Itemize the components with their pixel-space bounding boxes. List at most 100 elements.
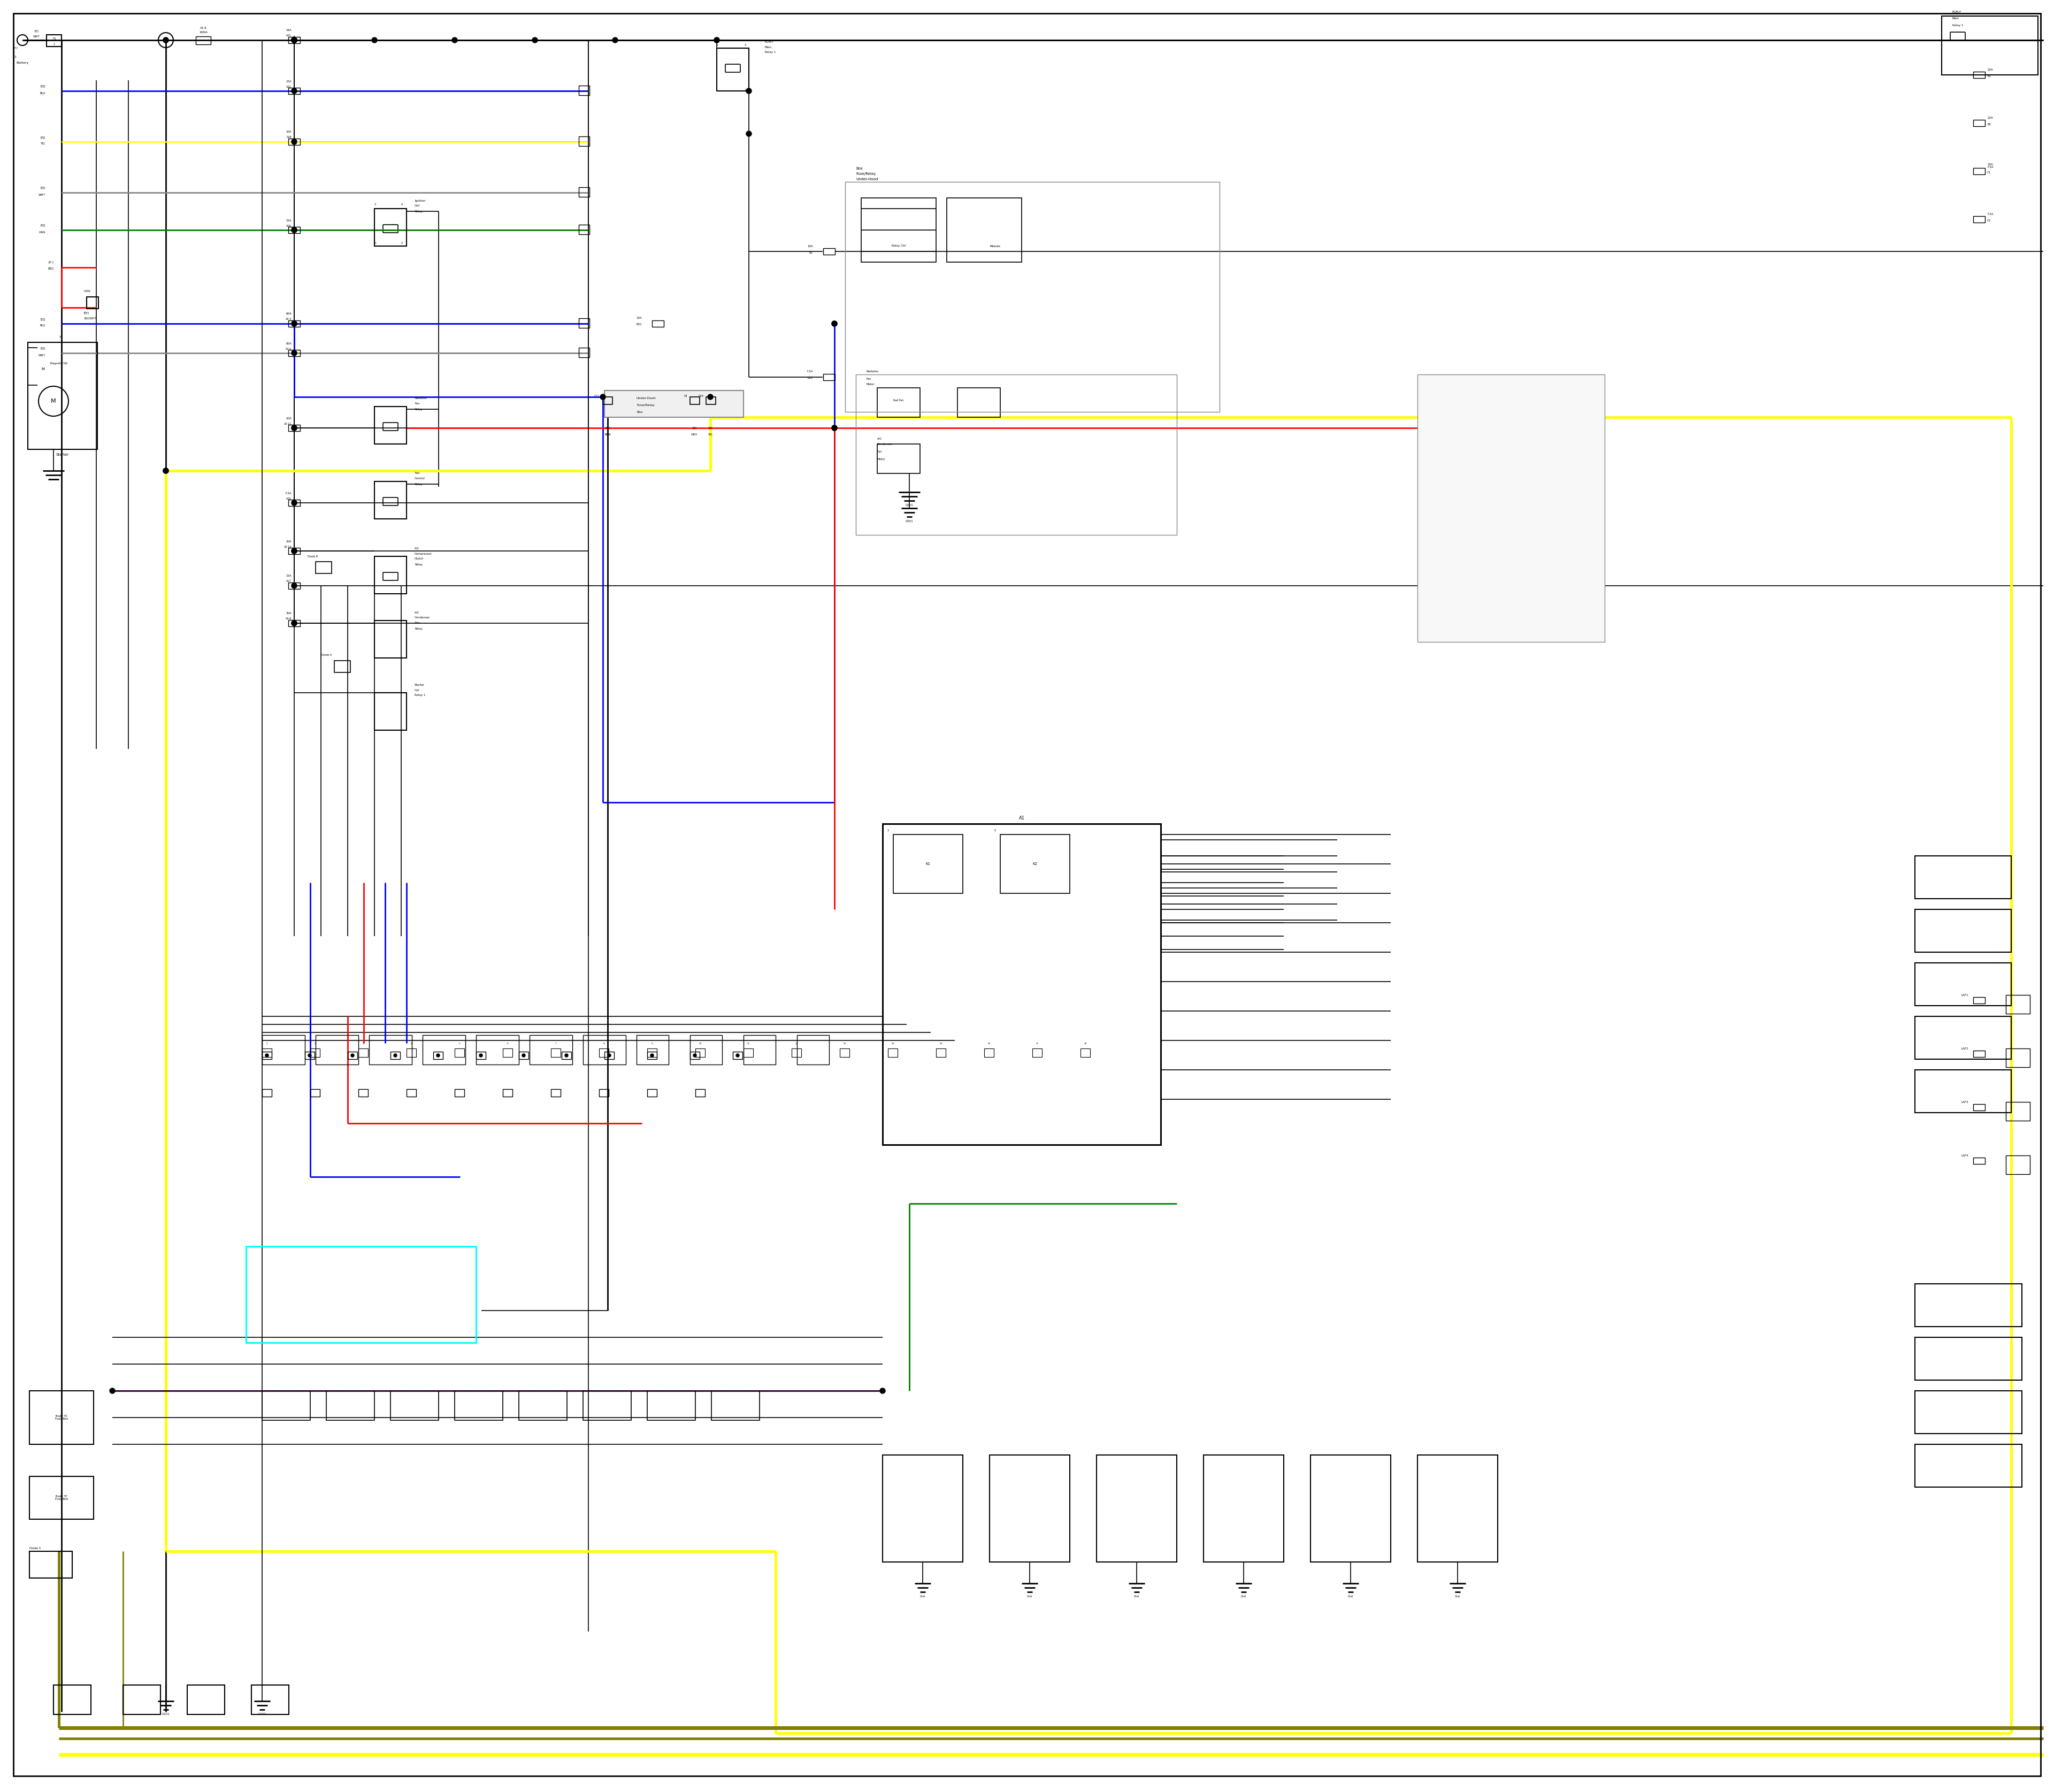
Circle shape — [292, 500, 298, 505]
Bar — [651, 321, 663, 326]
Text: G001: G001 — [906, 520, 914, 523]
Text: BRN: BRN — [604, 434, 610, 435]
Text: C1: C1 — [1986, 170, 1990, 174]
Text: (+): (+) — [12, 47, 18, 50]
Circle shape — [452, 38, 458, 43]
Text: Gnd: Gnd — [1347, 1595, 1354, 1598]
Bar — [454, 1048, 464, 1057]
Text: YEL: YEL — [41, 143, 45, 145]
Text: 10: 10 — [698, 1043, 702, 1045]
Circle shape — [394, 1054, 396, 1057]
Text: Gnd: Gnd — [1454, 1595, 1460, 1598]
Bar — [288, 548, 300, 554]
Bar — [530, 1036, 573, 1064]
Bar — [454, 1391, 503, 1421]
Bar — [1974, 1158, 1984, 1165]
Bar — [1914, 1337, 2021, 1380]
Bar — [288, 349, 300, 357]
Bar — [647, 1090, 657, 1097]
Bar — [123, 1684, 160, 1715]
Bar — [374, 407, 407, 444]
Text: G102: G102 — [259, 1713, 267, 1715]
Bar — [887, 1048, 898, 1057]
Circle shape — [292, 38, 298, 43]
Circle shape — [735, 1054, 739, 1057]
Text: Condenser: Condenser — [877, 443, 893, 446]
Bar — [1914, 1070, 2011, 1113]
Text: C406: C406 — [84, 290, 90, 292]
Bar — [583, 1036, 626, 1064]
Text: Gnd: Gnd — [920, 1595, 926, 1598]
Circle shape — [292, 548, 298, 554]
Bar — [263, 1052, 271, 1059]
Bar — [374, 694, 407, 729]
Text: Motor: Motor — [877, 457, 885, 461]
Text: 15A: 15A — [286, 575, 292, 577]
Circle shape — [292, 38, 298, 43]
Bar — [316, 1036, 357, 1064]
Circle shape — [292, 228, 298, 233]
Text: Starter: Starter — [55, 453, 70, 457]
Bar — [947, 197, 1021, 262]
Text: A2-3: A2-3 — [286, 317, 292, 321]
Bar — [1974, 217, 1984, 222]
Circle shape — [832, 425, 838, 430]
Text: 10A: 10A — [286, 131, 292, 133]
Text: B2: B2 — [1986, 124, 1990, 125]
Bar — [1417, 1455, 1497, 1563]
Text: 7.5A: 7.5A — [807, 371, 813, 373]
Circle shape — [608, 1054, 610, 1057]
Bar — [423, 1036, 466, 1064]
Text: RED: RED — [47, 267, 53, 271]
Circle shape — [292, 38, 298, 43]
Text: Fan: Fan — [415, 403, 419, 405]
Bar — [29, 1552, 72, 1579]
Bar — [1941, 16, 2038, 75]
Circle shape — [612, 38, 618, 43]
Circle shape — [715, 38, 719, 43]
Text: Gnd: Gnd — [1241, 1595, 1247, 1598]
Text: Clutch: Clutch — [415, 557, 423, 561]
Text: [E]: [E] — [35, 30, 39, 32]
Text: C9: C9 — [684, 394, 688, 398]
Bar — [733, 1052, 741, 1059]
Text: Radiator: Radiator — [867, 371, 879, 373]
Bar — [407, 1048, 417, 1057]
Bar — [561, 1052, 571, 1059]
Bar — [604, 1052, 614, 1059]
Bar — [53, 1684, 90, 1715]
Bar — [390, 1052, 401, 1059]
Bar — [647, 1052, 657, 1059]
Bar — [288, 138, 300, 145]
Bar — [579, 224, 589, 235]
Text: Main: Main — [764, 47, 772, 48]
Text: A/C: A/C — [415, 547, 419, 550]
Circle shape — [292, 38, 298, 43]
Bar — [1310, 1455, 1391, 1563]
Circle shape — [522, 1054, 526, 1057]
Text: [E]: [E] — [692, 426, 696, 430]
Bar — [1033, 1048, 1041, 1057]
Text: BLU: BLU — [39, 324, 45, 328]
Circle shape — [292, 548, 298, 554]
Bar — [957, 387, 1000, 418]
Text: Main: Main — [1953, 18, 1960, 20]
Bar — [744, 1048, 754, 1057]
Text: Coil: Coil — [415, 204, 419, 208]
Bar — [579, 319, 589, 328]
Text: Relay 1: Relay 1 — [764, 52, 776, 54]
Text: Fuse/Relay: Fuse/Relay — [637, 405, 655, 407]
Text: 10A: 10A — [807, 246, 813, 247]
Text: 11: 11 — [748, 1043, 750, 1045]
Text: A16: A16 — [286, 224, 292, 228]
Text: T1: T1 — [51, 38, 55, 39]
Bar — [374, 556, 407, 593]
Text: 15A: 15A — [286, 81, 292, 82]
Circle shape — [746, 131, 752, 136]
Text: Diode A: Diode A — [320, 654, 331, 656]
Bar — [374, 620, 407, 658]
Bar — [883, 824, 1161, 1145]
Text: PGM-F: PGM-F — [1953, 11, 1962, 13]
Bar — [883, 824, 1161, 1145]
Bar — [690, 396, 700, 405]
